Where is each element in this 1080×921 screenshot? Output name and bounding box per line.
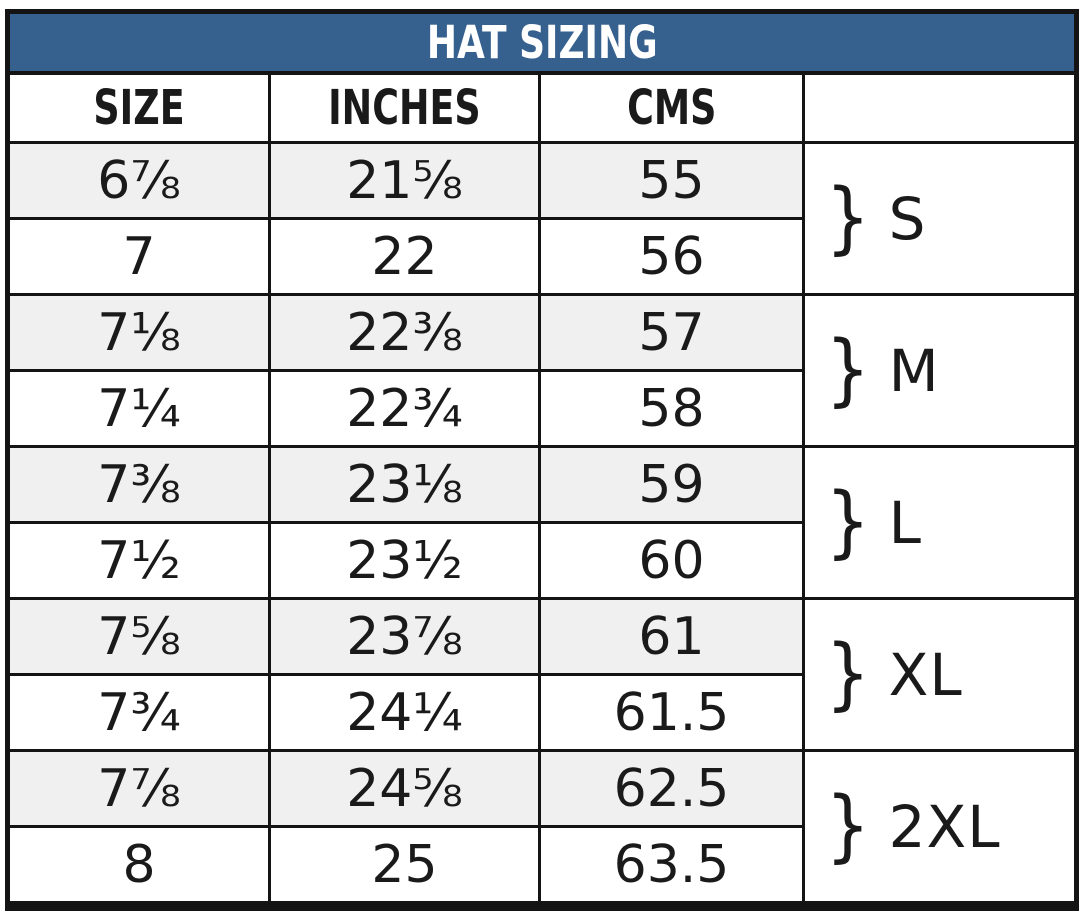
- inches-cell: 22⅜: [268, 293, 541, 372]
- brace-glyph: }: [825, 477, 871, 568]
- inches-cell: 23⅛: [268, 445, 541, 524]
- cms-cell: 57: [538, 293, 805, 372]
- cms-cell: 56: [538, 217, 805, 296]
- brace-glyph: }: [825, 781, 871, 872]
- group-cell-s: } S: [801, 141, 1079, 296]
- size-cell: 6⅞: [6, 141, 271, 220]
- table-row: 6⅞ 21⅝ 55 } S: [6, 141, 1079, 296]
- cms-cell: 61: [538, 597, 805, 676]
- size-cell: 7½: [6, 521, 271, 600]
- size-cell: 7¼: [6, 369, 271, 448]
- cms-cell: 55: [538, 141, 805, 220]
- size-cell: 7⅝: [6, 597, 271, 676]
- table-row: 7¾ 24¼ 61.5: [6, 673, 1077, 752]
- group-cell-m: } M: [801, 293, 1079, 448]
- inches-cell: 23⅞: [268, 597, 541, 676]
- brace-glyph: }: [825, 173, 871, 264]
- group-cell-l: } L: [801, 445, 1079, 600]
- size-cell: 7⅞: [6, 749, 271, 828]
- inches-cell: 22¾: [268, 369, 541, 448]
- header-group-empty: [801, 71, 1079, 144]
- size-cell: 7⅜: [6, 445, 271, 524]
- header-cms: CMS: [538, 71, 805, 144]
- size-cell: 8: [6, 825, 271, 908]
- size-cell: 7¾: [6, 673, 271, 752]
- table-row: 7⅜ 23⅛ 59 } L: [6, 445, 1079, 600]
- hat-sizing-table: HAT SIZING SIZE INCHES CMS 6⅞ 21⅝ 55 } S…: [5, 9, 1080, 911]
- table-title-bar: HAT SIZING: [5, 10, 1079, 75]
- group-label: XL: [888, 640, 963, 709]
- title-row: HAT SIZING: [5, 10, 1079, 75]
- group-label: S: [888, 184, 927, 253]
- table-row: 7¼ 22¾ 58: [6, 369, 1077, 448]
- table-row: 7 22 56: [6, 217, 1077, 296]
- table-row: 7⅝ 23⅞ 61 } XL: [6, 597, 1079, 752]
- inches-cell: 22: [268, 217, 541, 296]
- inches-cell: 23½: [268, 521, 541, 600]
- group-label: 2XL: [888, 792, 1001, 861]
- brace-glyph: }: [825, 629, 871, 720]
- size-cell: 7: [6, 217, 271, 296]
- brace-glyph: }: [825, 325, 871, 416]
- inches-cell: 24⅝: [268, 749, 541, 828]
- cms-cell: 61.5: [538, 673, 805, 752]
- cms-cell: 60: [538, 521, 805, 600]
- header-size: SIZE: [6, 71, 271, 144]
- cms-cell: 58: [538, 369, 805, 448]
- table-row: 7⅞ 24⅝ 62.5 } 2XL: [6, 749, 1079, 908]
- table-row: 7⅛ 22⅜ 57 } M: [6, 293, 1079, 448]
- cms-cell: 62.5: [538, 749, 805, 828]
- inches-cell: 25: [268, 825, 541, 908]
- inches-cell: 24¼: [268, 673, 541, 752]
- group-label: M: [888, 336, 940, 405]
- page-title: HAT SIZING: [426, 16, 658, 69]
- inches-cell: 21⅝: [268, 141, 541, 220]
- group-cell-xl: } XL: [801, 597, 1079, 752]
- table-row: 8 25 63.5: [6, 825, 1077, 908]
- group-cell-2xl: } 2XL: [801, 749, 1079, 908]
- group-label: L: [888, 488, 922, 557]
- size-cell: 7⅛: [6, 293, 271, 372]
- header-inches: INCHES: [268, 71, 541, 144]
- table-row: 7½ 23½ 60: [6, 521, 1077, 600]
- cms-cell: 63.5: [538, 825, 805, 908]
- header-row: SIZE INCHES CMS: [6, 71, 1079, 144]
- cms-cell: 59: [538, 445, 805, 524]
